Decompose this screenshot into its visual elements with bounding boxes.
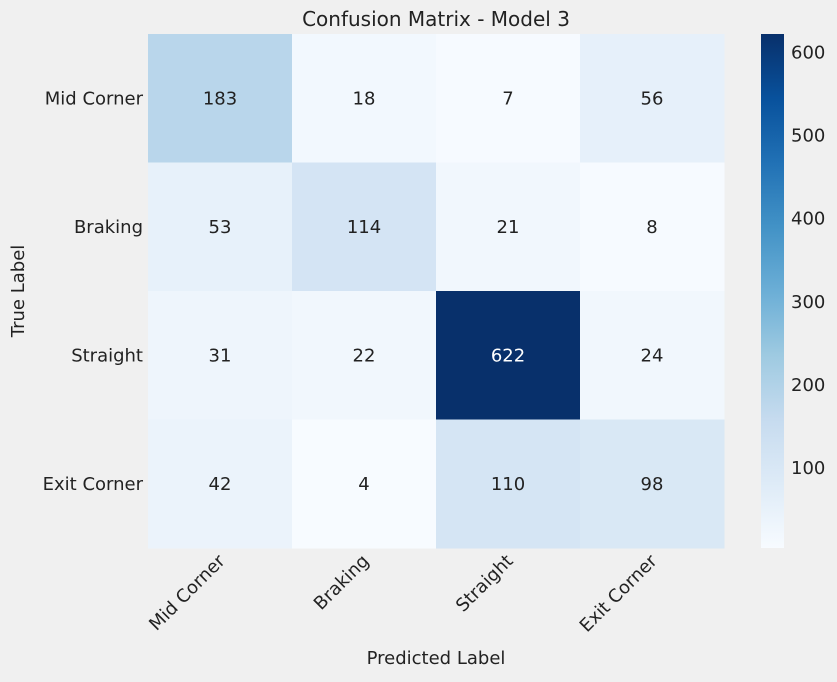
heatmap-cell [292, 162, 437, 292]
colorbar [761, 34, 784, 548]
cell-value-label: 98 [641, 474, 664, 495]
heatmap-cell [148, 162, 293, 292]
chart-title: Confusion Matrix - Model 3 [302, 7, 570, 31]
heatmap-cell [148, 34, 293, 163]
cell-value-label: 7 [502, 88, 513, 109]
heatmap-cell [148, 419, 293, 549]
cell-value-label: 622 [491, 345, 525, 366]
heatmap-cell [292, 291, 437, 420]
colorbar-tick-label: 500 [791, 125, 825, 146]
cell-annotations: 183 18 7 56 53 114 21 8 31 22 622 24 42 4 110 98 [203, 88, 664, 495]
heatmap-cell [436, 291, 581, 420]
y-tick-label: Exit Corner [43, 474, 144, 495]
heatmap-cell [148, 291, 293, 420]
y-tick-label: Braking [74, 217, 143, 238]
y-axis-label: True Label [8, 245, 29, 339]
cell-value-label: 22 [353, 345, 376, 366]
cell-value-label: 183 [203, 88, 237, 109]
heatmap-cell [580, 34, 725, 163]
x-axis-label: Predicted Label [367, 648, 506, 669]
cell-value-label: 18 [353, 88, 376, 109]
cell-value-label: 8 [646, 217, 657, 238]
heatmap-cell [436, 162, 581, 292]
cell-value-label: 53 [209, 217, 232, 238]
y-tick-labels: Mid Corner Braking Straight Exit Corner [43, 88, 144, 495]
heatmap-cell [292, 419, 437, 549]
cell-value-label: 56 [641, 88, 664, 109]
colorbar-tick-label: 600 [791, 42, 825, 63]
colorbar-tick-label: 100 [791, 458, 825, 479]
heatmap-cell [580, 291, 725, 420]
x-tick-label: Exit Corner [576, 550, 662, 636]
cell-value-label: 24 [641, 345, 664, 366]
heatmap-cell [580, 419, 725, 549]
heatmap-cell [292, 34, 437, 163]
y-tick-label: Mid Corner [45, 88, 144, 109]
x-tick-label: Straight [452, 551, 518, 617]
cell-value-label: 114 [347, 217, 381, 238]
cell-value-label: 42 [209, 474, 232, 495]
heatmap-cells [148, 34, 725, 549]
x-tick-label: Braking [310, 551, 374, 615]
heatmap-cell [436, 419, 581, 549]
x-tick-label: Mid Corner [145, 550, 230, 635]
heatmap-cell [436, 34, 581, 163]
cell-value-label: 110 [491, 474, 525, 495]
cell-value-label: 4 [358, 474, 369, 495]
colorbar-tick-label: 300 [791, 292, 825, 313]
colorbar-tick-labels: 100 200 300 400 500 600 [791, 42, 825, 479]
cell-value-label: 21 [497, 217, 520, 238]
y-tick-label: Straight [71, 345, 143, 366]
colorbar-tick-label: 400 [791, 209, 825, 230]
colorbar-tick-label: 200 [791, 375, 825, 396]
heatmap-cell [580, 162, 725, 292]
x-tick-labels: Mid Corner Braking Straight Exit Corner [145, 550, 662, 636]
cell-value-label: 31 [209, 345, 232, 366]
